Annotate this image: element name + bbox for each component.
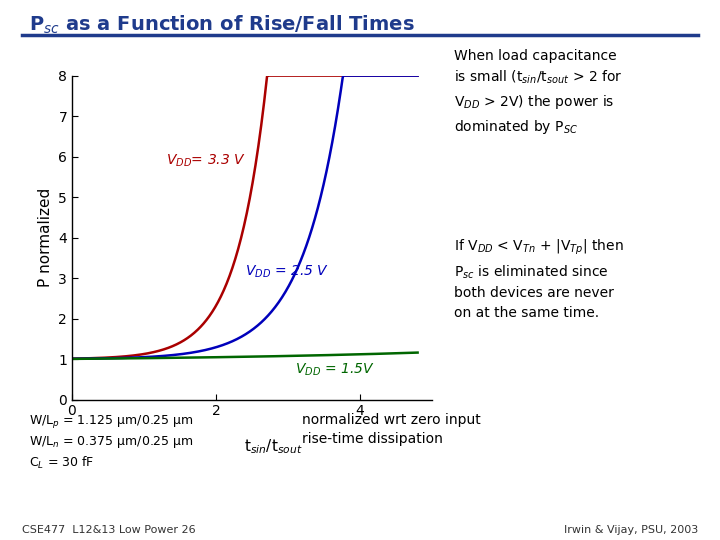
Text: t$_{sin}$/t$_{sout}$: t$_{sin}$/t$_{sout}$	[244, 437, 303, 456]
Text: W/L$_{p}$ = 1.125 μm/0.25 μm
W/L$_{n}$ = 0.375 μm/0.25 μm
C$_{L}$ = 30 fF: W/L$_{p}$ = 1.125 μm/0.25 μm W/L$_{n}$ =…	[29, 413, 193, 471]
Y-axis label: P normalized: P normalized	[37, 188, 53, 287]
Text: V$_{DD}$= 3.3 V: V$_{DD}$= 3.3 V	[166, 153, 246, 169]
Text: CSE477  L12&13 Low Power 26: CSE477 L12&13 Low Power 26	[22, 524, 195, 535]
Text: normalized wrt zero input
rise-time dissipation: normalized wrt zero input rise-time diss…	[302, 413, 481, 446]
Text: V$_{DD}$ = 2.5 V: V$_{DD}$ = 2.5 V	[245, 264, 329, 280]
Text: V$_{DD}$ = 1.5V: V$_{DD}$ = 1.5V	[295, 361, 375, 377]
Text: When load capacitance
is small (t$_{sin}$/t$_{sout}$ > 2 for
V$_{DD}$ > 2V) the : When load capacitance is small (t$_{sin}…	[454, 49, 622, 136]
Text: If V$_{DD}$ < V$_{Tn}$ + |V$_{Tp}$| then
P$_{sc}$ is eliminated since
both devic: If V$_{DD}$ < V$_{Tn}$ + |V$_{Tp}$| then…	[454, 238, 624, 320]
Text: Irwin & Vijay, PSU, 2003: Irwin & Vijay, PSU, 2003	[564, 524, 698, 535]
Text: P$_{sc}$ as a Function of Rise/Fall Times: P$_{sc}$ as a Function of Rise/Fall Time…	[29, 14, 415, 36]
